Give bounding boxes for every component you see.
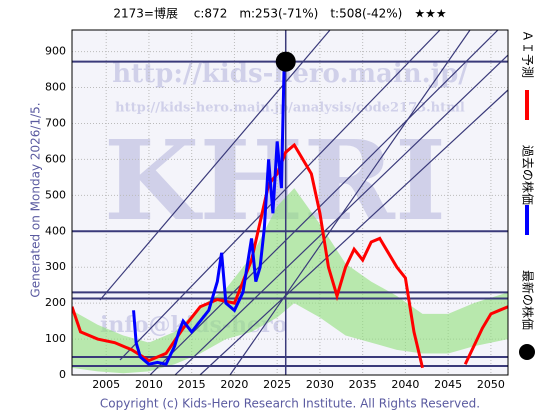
series-line bbox=[132, 61, 288, 366]
x-tick-label: 2035 bbox=[349, 378, 377, 391]
y-tick-label: 800 bbox=[45, 81, 66, 94]
y-tick-label: 500 bbox=[45, 188, 66, 201]
y-tick-label: 400 bbox=[45, 224, 66, 237]
chart-title: 2173=博展 c:872 m:253(-71%) t:508(-42%) ★★… bbox=[113, 6, 446, 21]
y-tick-label: 900 bbox=[45, 45, 66, 58]
y-tick-label: 700 bbox=[45, 116, 66, 129]
x-tick-label: 2040 bbox=[391, 378, 419, 391]
legend-label: ＡＩ予測 bbox=[521, 30, 535, 78]
x-tick-label: 2015 bbox=[178, 378, 206, 391]
plot-frame bbox=[71, 29, 509, 376]
y-tick-label: 0 bbox=[59, 368, 66, 381]
legend-label: 最新の株価 bbox=[521, 270, 536, 330]
legend-label: 過去の株価 bbox=[521, 145, 536, 205]
trend-line bbox=[149, 30, 499, 375]
x-tick-label: 2005 bbox=[92, 378, 120, 391]
y-tick-label: 300 bbox=[45, 260, 66, 273]
x-tick-label: 2010 bbox=[135, 378, 163, 391]
latest-price-dot bbox=[275, 51, 296, 72]
side-note: Generated on Monday 2026/1/5. bbox=[29, 102, 43, 297]
footer: Copyright (c) Kids-Hero Research Institu… bbox=[100, 397, 480, 411]
y-tick-label: 100 bbox=[45, 332, 66, 345]
plot-area: http://kids-hero.main.jp/http://kids-her… bbox=[45, 29, 509, 391]
watermark: http://kids-hero.main.jp/analysis/code21… bbox=[115, 101, 465, 116]
series-line bbox=[72, 142, 508, 369]
legend-swatch bbox=[519, 344, 535, 360]
x-tick-label: 2020 bbox=[220, 378, 248, 391]
trend-line bbox=[229, 30, 471, 375]
x-tick-label: 2045 bbox=[434, 378, 462, 391]
trend-line bbox=[199, 89, 508, 375]
x-tick-label: 2050 bbox=[477, 378, 505, 391]
x-tick-label: 2030 bbox=[306, 378, 334, 391]
trend-line bbox=[99, 30, 331, 301]
y-tick-label: 600 bbox=[45, 152, 66, 165]
trend-line bbox=[119, 30, 441, 361]
x-tick-label: 2025 bbox=[263, 378, 291, 391]
y-tick-label: 200 bbox=[45, 296, 66, 309]
